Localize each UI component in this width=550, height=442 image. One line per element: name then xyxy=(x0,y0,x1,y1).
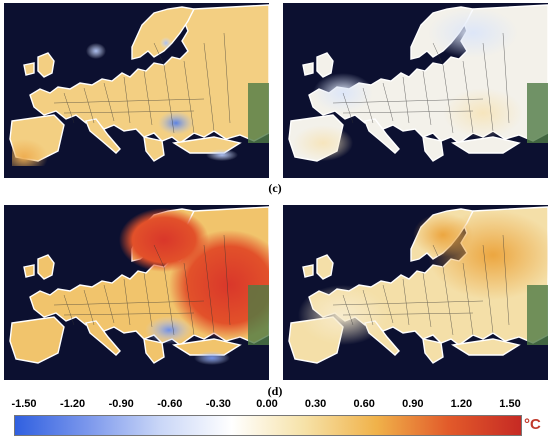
panel-label-d: (d) xyxy=(267,384,283,398)
colorbar-tick-label: -0.60 xyxy=(157,398,183,410)
map-panel-c-right xyxy=(283,3,548,178)
country-borders xyxy=(53,234,231,336)
europe-map-c-left xyxy=(4,3,269,178)
colorbar-legend: -1.50 -1.20 -0.90 -0.60 -0.30 0.00 0.30 0.60 0.9… xyxy=(0,398,550,442)
colorbar-tick-label: 0.30 xyxy=(304,398,327,410)
colorbar-tick-label: -0.90 xyxy=(108,398,134,410)
cool-anomaly-balkans xyxy=(158,111,194,135)
cool-anomaly-balkans xyxy=(145,316,193,344)
colorbar-tick-label: 0.90 xyxy=(402,398,424,410)
country-borders xyxy=(53,32,231,134)
europe-map-d-right xyxy=(283,205,548,380)
colorbar-tick-label: 1.20 xyxy=(450,398,473,410)
europe-map-d-left xyxy=(4,205,269,380)
europe-map-c-right xyxy=(283,3,548,178)
colorbar-tick-label: -1.50 xyxy=(11,398,37,410)
colorbar-gradient xyxy=(14,415,522,436)
map-panel-d-right xyxy=(283,205,548,380)
warm-anomaly-eastern-europe xyxy=(169,230,269,340)
panel-label-c: (c) xyxy=(268,181,282,195)
colorbar-unit: °C xyxy=(524,416,541,433)
map-panel-c-left xyxy=(4,3,269,178)
colorbar-tick-label: -0.30 xyxy=(205,398,231,410)
colorbar-tick-label: -1.20 xyxy=(60,398,86,410)
country-borders xyxy=(332,234,510,336)
country-borders xyxy=(332,32,510,134)
colorbar-tick-label: 0.60 xyxy=(353,398,375,410)
map-panel-d-left xyxy=(4,205,269,380)
colorbar-tick-label: 0.00 xyxy=(256,398,278,410)
colorbar-tick-label: 1.50 xyxy=(499,398,521,410)
